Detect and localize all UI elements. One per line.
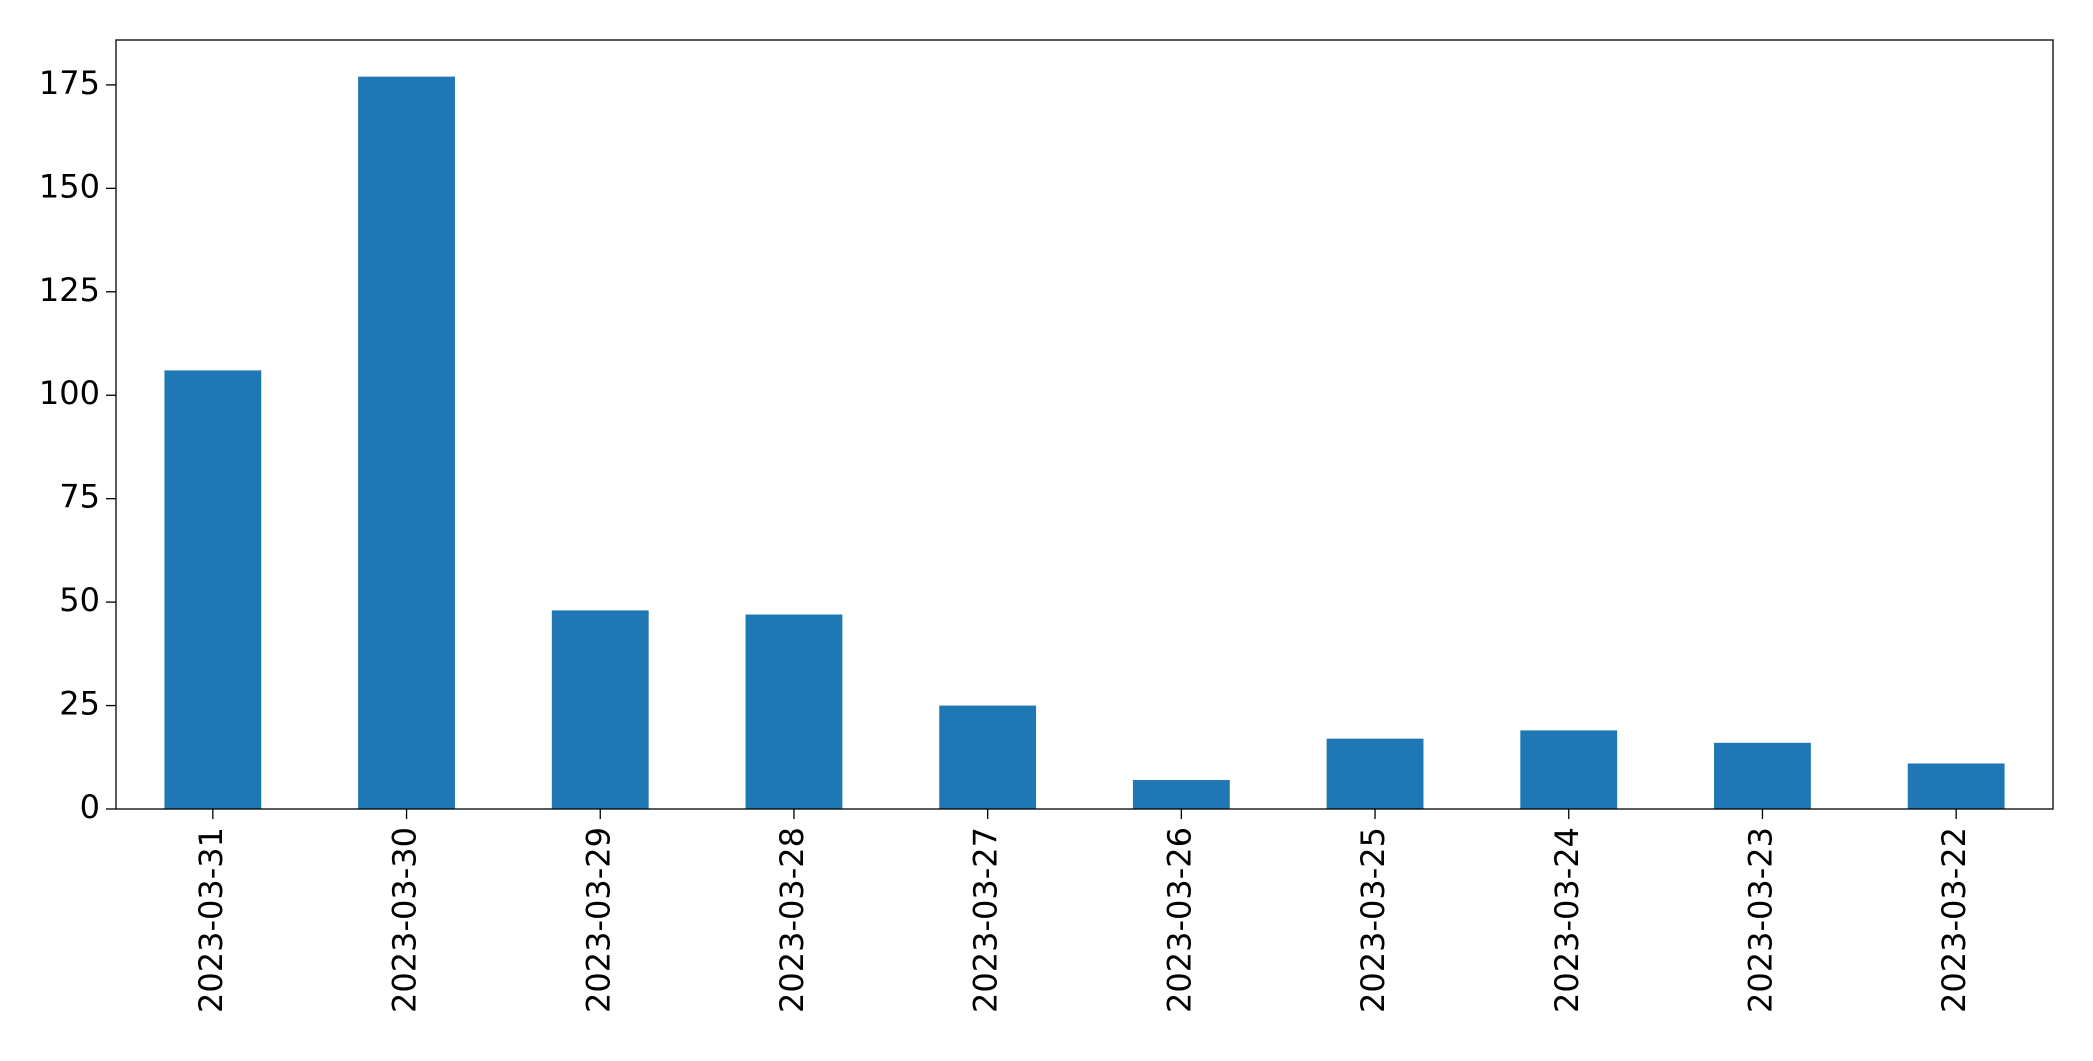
x-tick-label: 2023-03-30 [386, 827, 424, 1013]
x-tick-label: 2023-03-25 [1354, 827, 1392, 1013]
y-tick-label: 150 [39, 167, 100, 205]
y-tick-label: 0 [80, 788, 100, 826]
bar [551, 610, 649, 809]
y-tick-label: 175 [39, 64, 100, 102]
bar [164, 370, 262, 809]
bar [1132, 780, 1230, 809]
y-tick-label: 100 [39, 374, 100, 412]
bar [1714, 742, 1811, 809]
y-tick-label: 125 [39, 271, 100, 309]
bar [939, 705, 1037, 809]
x-tick-label: 2023-03-27 [967, 827, 1005, 1013]
bar [1326, 738, 1424, 809]
x-tick-label: 2023-03-28 [773, 827, 811, 1013]
bar [1520, 730, 1618, 809]
x-tick-label: 2023-03-22 [1935, 827, 1973, 1013]
bar [358, 76, 455, 810]
bar [1907, 763, 2005, 809]
y-tick-label: 50 [59, 581, 100, 619]
bar [745, 614, 843, 809]
plot-frame [115, 39, 2054, 810]
x-tick-label: 2023-03-29 [579, 827, 617, 1013]
x-tick-label: 2023-03-31 [192, 827, 230, 1013]
y-tick-label: 75 [59, 478, 100, 516]
x-tick-label: 2023-03-26 [1160, 827, 1198, 1013]
x-tick-label: 2023-03-23 [1741, 827, 1779, 1013]
x-tick-label: 2023-03-24 [1548, 827, 1586, 1013]
y-tick-label: 25 [59, 685, 100, 723]
